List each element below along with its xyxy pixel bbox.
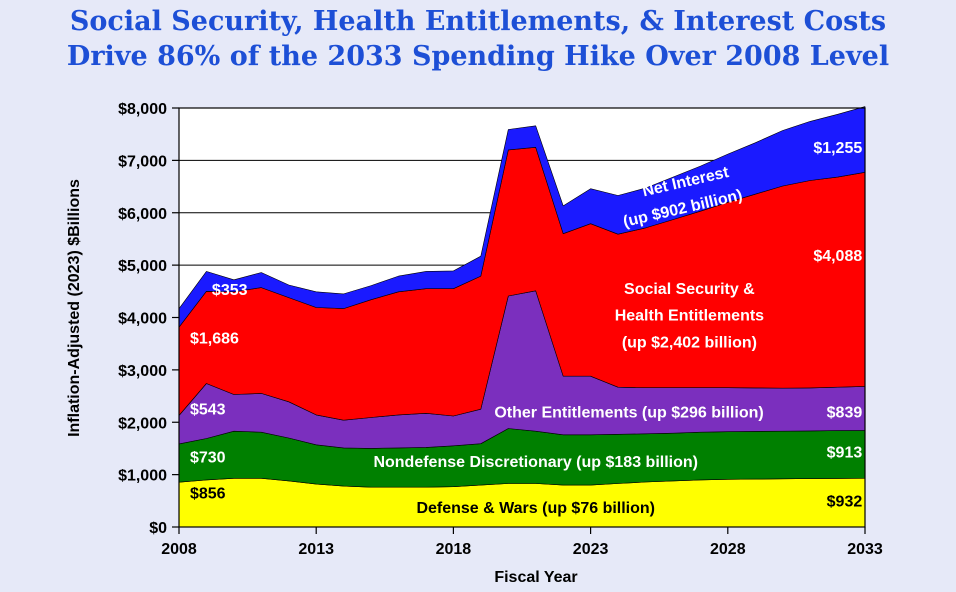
x-tick-label-3: 2023 bbox=[573, 541, 609, 558]
annotation-6: $913 bbox=[827, 444, 863, 461]
annotation-9: $1,255 bbox=[813, 140, 862, 157]
x-tick-label-4: 2028 bbox=[710, 541, 746, 558]
axes: $0 $1,000 $2,000 $3,000 $4,000 $5,000 $6,000 $7… bbox=[118, 101, 883, 558]
y-axis-title: Inflation-Adjusted (2023) $Billions bbox=[66, 179, 83, 437]
annotation-4: $353 bbox=[212, 282, 248, 299]
x-axis-title: Fiscal Year bbox=[494, 569, 577, 586]
y-tick-label-8: $8,000 bbox=[118, 101, 167, 118]
y-tick-label-1: $1,000 bbox=[118, 468, 167, 485]
annotation-15: (up $2,402 billion) bbox=[622, 334, 757, 351]
y-tick-label-2: $2,000 bbox=[118, 415, 167, 432]
annotation-10: Defense & Wars (up $76 billion) bbox=[416, 500, 655, 517]
y-tick-label-7: $7,000 bbox=[118, 153, 167, 170]
chart-title: Social Security, Health Entitlements, & … bbox=[0, 4, 956, 74]
y-tick-label-6: $6,000 bbox=[118, 206, 167, 223]
annotation-14: Health Entitlements bbox=[615, 308, 764, 325]
y-tick-label-3: $3,000 bbox=[118, 363, 167, 380]
annotation-8: $4,088 bbox=[813, 248, 862, 265]
annotation-1: $730 bbox=[190, 450, 226, 467]
annotation-0: $856 bbox=[190, 486, 226, 503]
annotation-2: $543 bbox=[190, 401, 226, 418]
title-line-1: Social Security, Health Entitlements, & … bbox=[69, 6, 887, 37]
y-tick-label-4: $4,000 bbox=[118, 311, 167, 328]
y-tick-label-5: $5,000 bbox=[118, 258, 167, 275]
annotation-13: Social Security & bbox=[624, 281, 755, 298]
annotation-5: $932 bbox=[827, 494, 863, 511]
annotation-11: Nondefense Discretionary (up $183 billio… bbox=[373, 454, 698, 471]
x-tick-label-1: 2013 bbox=[298, 541, 334, 558]
y-tick-label-0: $0 bbox=[149, 520, 167, 537]
series-areas bbox=[178, 106, 866, 528]
x-tick-label-2: 2018 bbox=[436, 541, 472, 558]
annotation-3: $1,686 bbox=[190, 331, 239, 348]
x-tick-label-5: 2033 bbox=[847, 541, 883, 558]
annotation-7: $839 bbox=[827, 405, 863, 422]
x-tick-label-0: 2008 bbox=[161, 541, 197, 558]
annotation-12: Other Entitlements (up $296 billion) bbox=[494, 405, 763, 422]
annotations: $856 $730 $543 $1,686 $353 $932 $913 $839 $4,088… bbox=[190, 140, 862, 517]
title-line-2: Drive 86% of the 2033 Spending Hike Over… bbox=[66, 41, 890, 72]
